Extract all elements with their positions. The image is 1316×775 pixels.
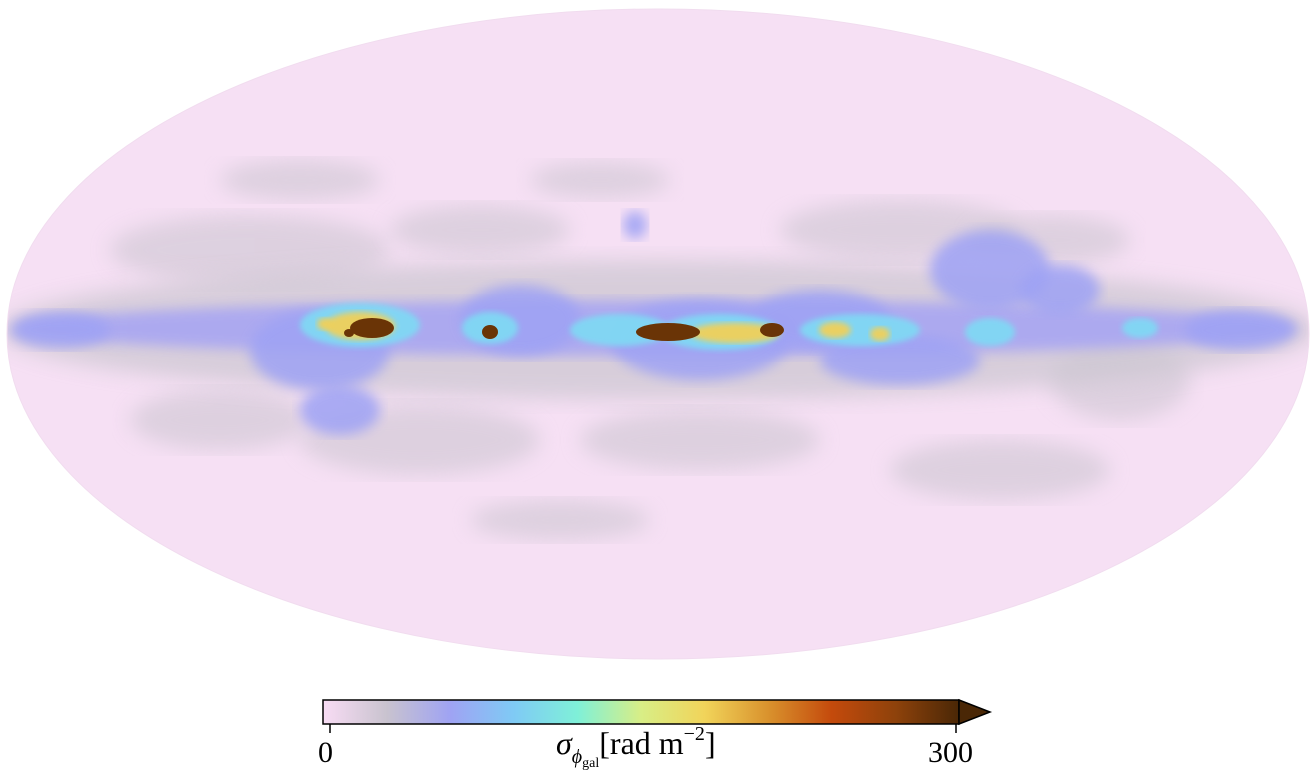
colorbar-extend-arrow — [958, 698, 993, 726]
grey-cloud — [130, 390, 310, 450]
blue-cloud — [1020, 265, 1100, 315]
peak-region — [760, 323, 784, 337]
colorbar-label: σϕgal[rad m−2] — [556, 724, 716, 771]
blue-cloud — [300, 385, 380, 435]
yellow-region — [690, 323, 780, 343]
peak-region — [350, 318, 394, 338]
colorbar-label-subsubscript: gal — [582, 756, 600, 772]
peak-region — [482, 325, 498, 339]
colorbar-label-symbol: σ — [556, 725, 572, 761]
cyan-region — [1122, 318, 1158, 338]
grey-cloud — [890, 440, 1110, 500]
cyan-region — [965, 318, 1015, 346]
peak-region — [344, 329, 354, 337]
blue-cloud — [10, 312, 110, 348]
colorbar-label-subscript: ϕ — [571, 746, 583, 768]
grey-cloud — [110, 215, 390, 285]
colorbar-label-unit: [rad m — [599, 725, 684, 761]
colorbar-label-exponent: −2 — [683, 723, 705, 745]
grey-cloud — [580, 410, 820, 470]
grey-cloud — [470, 500, 650, 540]
colorbar-min-label: 0 — [318, 736, 333, 769]
cyan-region — [800, 314, 920, 346]
colorbar-label-unit-close: ] — [704, 725, 716, 761]
yellow-region — [870, 327, 890, 341]
blue-cloud — [820, 335, 980, 385]
grey-cloud — [390, 205, 570, 255]
colorbar-max-label: 300 — [928, 736, 973, 769]
peak-region — [636, 323, 700, 341]
grey-cloud — [220, 160, 380, 200]
colorbar-bar — [322, 699, 960, 725]
galactic-emission — [7, 160, 1309, 540]
blue-cloud — [1185, 310, 1295, 350]
grey-cloud — [530, 162, 670, 198]
yellow-region — [317, 318, 333, 330]
yellow-region — [819, 322, 851, 338]
blue-cloud — [623, 211, 647, 239]
